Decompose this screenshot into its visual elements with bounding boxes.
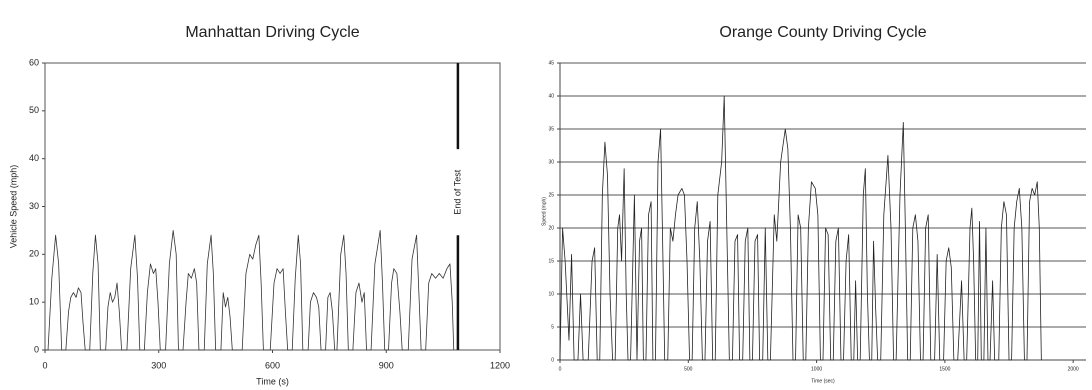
x-tick-label: 900 (379, 360, 394, 370)
y-tick-label: 50 (29, 105, 39, 115)
x-tick-label: 600 (265, 360, 280, 370)
data-line (45, 230, 455, 351)
y-tick-label: 25 (548, 192, 554, 198)
x-axis-label: Time (s) (256, 376, 289, 386)
y-tick-label: 5 (551, 324, 554, 330)
y-tick-label: 15 (548, 258, 554, 264)
y-tick-label: 0 (551, 357, 554, 363)
y-tick-label: 20 (29, 249, 39, 259)
y-axis-label: Vehicle Speed (mph) (8, 165, 18, 249)
y-tick-label: 60 (29, 57, 39, 67)
y-tick-label: 10 (29, 297, 39, 307)
chart-title: Orange County Driving Cycle (719, 24, 926, 41)
x-tick-label: 300 (151, 360, 166, 370)
plot-frame (44, 62, 501, 351)
y-tick-label: 20 (548, 225, 554, 231)
data-line (559, 95, 1042, 361)
annotation-text: End of Test (452, 169, 462, 214)
x-tick-label: 2000 (1068, 366, 1079, 372)
x-tick-label: 1000 (811, 366, 822, 372)
x-tick-label: 0 (559, 366, 562, 372)
y-tick-label: 35 (548, 126, 554, 132)
chart-title: Manhattan Driving Cycle (185, 24, 359, 41)
y-tick-label: 40 (29, 153, 39, 163)
y-tick-label: 30 (29, 201, 39, 211)
x-tick-label: 1200 (490, 360, 510, 370)
y-axis-label: Speed (mph) (541, 197, 547, 226)
y-tick-label: 0 (34, 344, 39, 354)
x-tick-label: 500 (684, 366, 693, 372)
y-tick-label: 30 (548, 159, 554, 165)
y-tick-label: 45 (548, 60, 554, 66)
x-tick-label: 0 (42, 360, 47, 370)
y-tick-label: 10 (548, 291, 554, 297)
y-tick-label: 40 (548, 93, 554, 99)
x-tick-label: 1500 (939, 366, 950, 372)
x-axis-label: Time (sec) (811, 378, 835, 384)
